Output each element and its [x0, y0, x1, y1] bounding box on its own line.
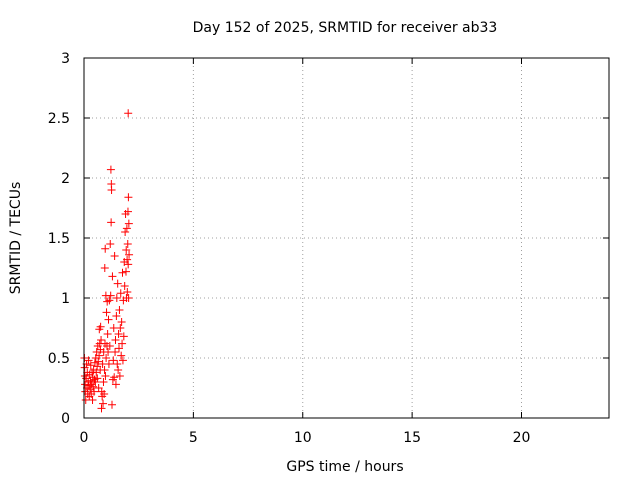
data-point	[125, 250, 134, 259]
data-point	[86, 361, 95, 370]
data-point	[115, 372, 124, 380]
data-point	[116, 289, 125, 298]
y-tick-label: 0.5	[48, 351, 70, 367]
data-point	[124, 193, 133, 202]
data-point	[112, 294, 121, 302]
data-point	[108, 272, 117, 281]
y-tick-label: 3	[61, 51, 70, 67]
data-point	[100, 366, 109, 374]
data-point	[105, 342, 114, 350]
y-tick-label: 2.5	[48, 111, 70, 127]
data-point	[120, 282, 129, 290]
data-point	[94, 357, 103, 366]
data-point	[102, 308, 111, 317]
data-point	[106, 291, 115, 300]
data-point	[111, 348, 120, 356]
y-tick-label: 0	[61, 411, 70, 427]
y-axis-label: SRMTID / TECUs	[8, 182, 24, 295]
data-point	[119, 332, 128, 341]
data-point	[104, 348, 113, 356]
y-tick-label: 2	[61, 171, 70, 187]
data-point	[109, 356, 118, 365]
data-point	[95, 351, 104, 360]
data-points	[80, 109, 134, 413]
data-point	[111, 380, 120, 389]
y-tick-label: 1	[61, 291, 70, 307]
data-point	[90, 387, 99, 396]
data-point	[107, 218, 116, 227]
data-point	[106, 240, 115, 248]
data-point	[100, 390, 109, 398]
data-point	[99, 378, 108, 386]
x-tick-label: 5	[189, 430, 198, 446]
data-point	[97, 404, 106, 413]
data-point	[122, 246, 131, 254]
plot-frame	[83, 57, 610, 419]
data-point	[100, 264, 109, 272]
data-point	[124, 109, 133, 118]
data-point	[105, 296, 114, 305]
data-point	[101, 372, 110, 380]
data-point	[102, 354, 111, 362]
data-point	[118, 356, 127, 365]
data-point	[112, 312, 121, 320]
x-tick-label: 20	[513, 430, 531, 446]
data-point	[113, 279, 122, 288]
data-point	[123, 288, 132, 296]
data-point	[80, 363, 89, 372]
data-point	[97, 336, 106, 344]
data-point	[111, 336, 120, 344]
x-tick-label: 15	[403, 430, 421, 446]
data-point	[110, 373, 119, 382]
data-point	[115, 306, 124, 314]
data-point	[104, 315, 113, 324]
x-axis-label: GPS time / hours	[286, 459, 403, 475]
data-point	[124, 294, 133, 302]
data-point	[118, 268, 127, 277]
data-point	[123, 207, 132, 216]
data-point	[81, 396, 90, 404]
data-point	[93, 374, 102, 383]
data-point	[104, 360, 113, 368]
data-point	[118, 339, 127, 348]
data-point	[115, 344, 123, 353]
data-point	[113, 360, 122, 368]
data-point	[110, 252, 119, 260]
data-point	[107, 186, 116, 194]
data-point	[96, 322, 105, 331]
data-point	[117, 318, 126, 326]
data-point	[122, 267, 130, 276]
data-point	[88, 396, 97, 404]
data-point	[122, 224, 131, 233]
gridlines	[84, 58, 609, 418]
x-tick-label: 0	[80, 430, 89, 446]
data-point	[123, 240, 132, 248]
data-point	[116, 324, 125, 332]
data-point	[123, 255, 132, 264]
data-point	[84, 356, 93, 365]
data-point	[103, 330, 112, 338]
data-point	[89, 382, 98, 391]
chart-title: Day 152 of 2025, SRMTID for receiver ab3…	[193, 20, 498, 36]
data-point	[114, 330, 123, 338]
data-point	[124, 260, 133, 269]
data-point	[108, 400, 116, 409]
data-point	[91, 378, 100, 386]
data-point	[101, 244, 110, 253]
data-point	[99, 399, 108, 408]
data-point	[124, 219, 133, 228]
data-point	[114, 366, 123, 374]
data-point	[117, 351, 126, 360]
data-point	[121, 228, 130, 236]
data-point	[106, 165, 115, 174]
y-tick-label: 1.5	[48, 231, 70, 247]
x-tick-label: 10	[294, 430, 312, 446]
